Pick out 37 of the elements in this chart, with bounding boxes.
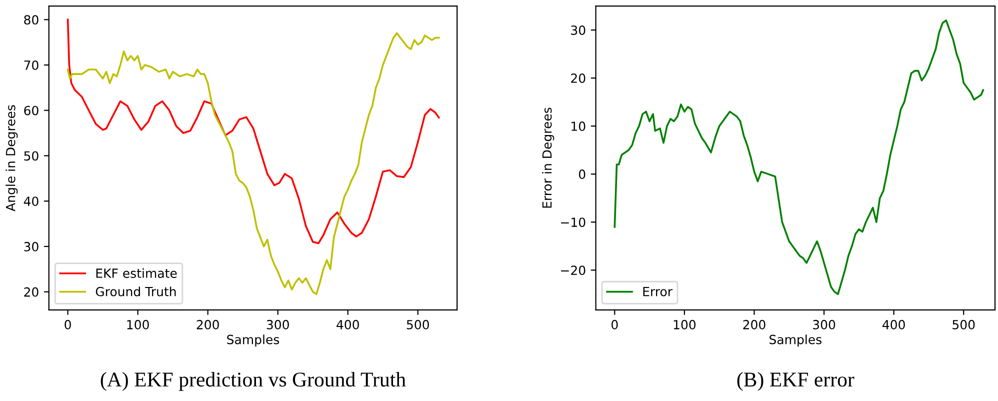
x-axis-title: Samples [770,334,822,347]
y-tick-label: 70 [24,60,38,70]
x-tick-label: 100 [674,320,696,330]
y-tick-label: 30 [24,242,38,252]
line-series [66,18,440,244]
y-tick-label: 30 [571,25,586,35]
x-tick-label: 500 [952,320,975,330]
y-tick-label: 40 [24,196,38,206]
y-tick-label: 20 [24,287,38,297]
y-tick-label: 10 [572,122,586,131]
y-tick-label: 50 [24,151,38,161]
y-tick-label: 80 [24,15,38,25]
y-tick-label: 20 [571,74,586,83]
x-tick-label: 200 [743,320,766,330]
x-tick-label: 400 [882,320,905,330]
x-tick-label: 0 [611,320,618,330]
x-tick-label: 0 [64,320,71,330]
y-tick-label: −20 [561,266,586,276]
x-tick-label: 200 [196,320,219,330]
line-series [614,20,984,296]
legend-label: Error [643,287,673,296]
x-tick-label: 300 [266,320,289,330]
y-tick-label: 60 [24,106,38,116]
line-series [66,32,440,295]
legend-label: Ground Truth [96,286,176,296]
x-tick-label: 300 [813,320,836,330]
y-tick-label: 0 [578,170,586,180]
text: (B) EKF error [737,372,854,391]
y-axis-title: Angle in Degrees [6,105,18,212]
x-tick-label: 400 [336,320,359,330]
y-tick-label: −10 [561,218,586,228]
text: (A) EKF prediction vs Ground Truth [100,372,406,391]
legend-label: EKF estimate [96,268,177,278]
y-axis-title: Error in Degrees [542,108,554,208]
x-axis-title: Samples [227,334,280,347]
x-tick-label: 100 [127,320,149,330]
x-tick-label: 500 [406,320,429,330]
